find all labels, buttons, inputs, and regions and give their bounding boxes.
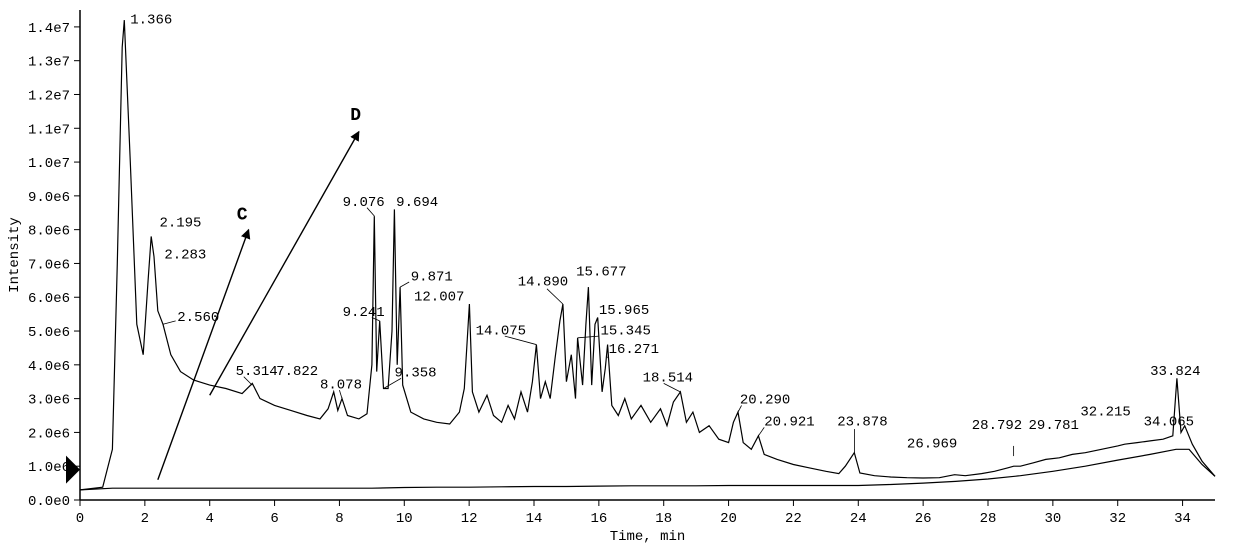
x-tick-label: 28	[980, 511, 997, 527]
y-tick-label: 1.0e7	[28, 156, 70, 172]
y-axis-label: Intensity	[7, 217, 23, 293]
peak-label: 9.241	[343, 305, 385, 321]
peak-label: 20.290	[740, 393, 790, 409]
y-tick-label: 0.0e0	[28, 494, 70, 510]
peak-label: 23.878	[837, 415, 887, 431]
peak-label: 1.366	[130, 13, 172, 29]
peak-label: 20.921	[764, 415, 814, 431]
x-tick-label: 8	[335, 511, 343, 527]
y-tick-label: 5.0e6	[28, 325, 70, 341]
chart-svg: 0246810121416182022242628303234Time, min…	[0, 0, 1240, 552]
y-tick-label: 7.0e6	[28, 257, 70, 273]
peak-label: 5.314	[236, 364, 278, 380]
peak-label: 2.560	[177, 310, 219, 326]
x-tick-label: 0	[76, 511, 84, 527]
x-tick-label: 12	[461, 511, 478, 527]
y-tick-label: 1.1e7	[28, 122, 70, 138]
y-tick-label: 2.0e6	[28, 426, 70, 442]
x-tick-label: 2	[141, 511, 149, 527]
peak-leader	[578, 336, 599, 338]
y-tick-label: 4.0e6	[28, 359, 70, 375]
x-tick-label: 16	[590, 511, 607, 527]
x-tick-label: 20	[720, 511, 737, 527]
peak-label: 9.871	[411, 269, 453, 285]
annotation-label-c: C	[237, 206, 248, 226]
peak-label: 16.271	[609, 342, 659, 358]
annotation-arrow-d	[210, 132, 359, 396]
peak-label: 15.677	[576, 264, 626, 280]
y-tick-label: 1.4e7	[28, 21, 70, 37]
x-tick-label: 30	[1044, 511, 1061, 527]
x-tick-label: 22	[785, 511, 802, 527]
y-tick-label: 1.2e7	[28, 88, 70, 104]
peak-label: 14.890	[518, 274, 568, 290]
x-tick-label: 26	[915, 511, 932, 527]
peak-label: 26.969	[907, 437, 957, 453]
annotation-label-d: D	[350, 106, 361, 126]
peak-label: 29.781	[1029, 418, 1079, 434]
peak-label: 9.694	[396, 195, 438, 211]
peak-label: 33.824	[1150, 364, 1200, 380]
y-tick-label: 9.0e6	[28, 190, 70, 206]
peak-label: 34.065	[1144, 415, 1194, 431]
x-tick-label: 24	[850, 511, 867, 527]
x-tick-label: 32	[1109, 511, 1126, 527]
y-tick-label: 1.0e6	[28, 460, 70, 476]
y-tick-label: 3.0e6	[28, 393, 70, 409]
peak-label: 9.358	[395, 366, 437, 382]
peak-label: 2.283	[164, 247, 206, 263]
peak-leader	[400, 282, 409, 287]
peak-label: 2.195	[159, 215, 201, 231]
start-marker-icon	[66, 456, 80, 484]
peak-label: 14.075	[476, 323, 526, 339]
peak-leader	[547, 289, 563, 304]
y-tick-label: 1.3e7	[28, 55, 70, 71]
y-tick-label: 8.0e6	[28, 224, 70, 240]
x-tick-label: 34	[1174, 511, 1191, 527]
peak-label: 7.822	[276, 364, 318, 380]
chromatogram-chart: 0246810121416182022242628303234Time, min…	[0, 0, 1240, 552]
peak-label: 12.007	[414, 290, 464, 306]
peak-label: 32.215	[1080, 405, 1130, 421]
peak-label: 8.078	[320, 377, 362, 393]
peak-label: 15.345	[600, 323, 650, 339]
x-axis-label: Time, min	[610, 529, 686, 545]
x-tick-label: 14	[526, 511, 543, 527]
peak-label: 9.076	[343, 195, 385, 211]
series-c-baseline	[80, 449, 1215, 490]
x-tick-label: 10	[396, 511, 413, 527]
peak-label: 15.965	[599, 303, 649, 319]
x-tick-label: 4	[206, 511, 214, 527]
peak-label: 28.792	[972, 418, 1022, 434]
x-tick-label: 6	[270, 511, 278, 527]
y-tick-label: 6.0e6	[28, 291, 70, 307]
x-tick-label: 18	[655, 511, 672, 527]
peak-leader	[163, 321, 176, 324]
peak-label: 18.514	[643, 371, 693, 387]
